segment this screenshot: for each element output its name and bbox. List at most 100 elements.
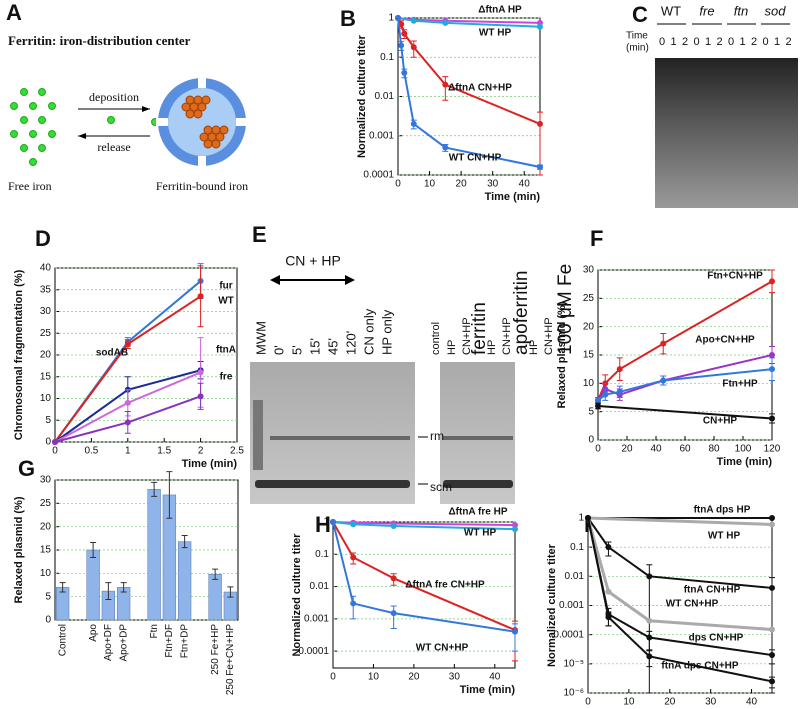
data-point — [646, 573, 653, 580]
group-label: apoferritin — [511, 271, 532, 356]
series-label: WT CN+HP — [449, 153, 502, 164]
series-label: WT — [218, 296, 234, 307]
lane-label: 2 — [751, 36, 757, 48]
series-label: Apo+CN+HP — [695, 335, 755, 346]
x-tick-label: 120 — [764, 444, 781, 455]
strain-label: sod — [765, 3, 787, 18]
data-point — [595, 403, 601, 409]
lane-label: 2 — [785, 36, 791, 48]
diagram-title: Ferritin: iron-distribution center — [8, 33, 191, 48]
lane-label: 2 — [682, 36, 688, 48]
treatment-label: CN + HP — [285, 253, 341, 269]
band-label: scm — [430, 480, 452, 494]
series-line — [332, 521, 516, 631]
series-label: ΔftnA HP — [478, 5, 522, 16]
bar — [177, 541, 192, 621]
y-tick-label: 40 — [40, 263, 52, 274]
x-axis-label: Time (min) — [485, 191, 541, 203]
y-tick-label: 0.001 — [304, 613, 329, 624]
lane-label: HP only — [379, 309, 394, 355]
x-tick-label: 0.5 — [84, 446, 98, 457]
data-point — [585, 515, 591, 521]
x-tick-label: 10 — [424, 179, 436, 190]
lane-label: 1 — [739, 36, 745, 48]
lane-label: CN+HP — [461, 317, 473, 355]
x-axis-label: Time (min) — [460, 684, 516, 696]
data-point — [410, 17, 417, 24]
panel-letter: B — [340, 6, 356, 31]
x-tick-label: 1.5 — [157, 446, 171, 457]
data-point — [390, 523, 397, 530]
y-axis-label: Chromosomal fragmentation (%) — [13, 269, 25, 440]
series-label: WT HP — [464, 528, 497, 539]
y-tick-label: 5 — [588, 406, 594, 417]
data-point — [769, 584, 775, 591]
arrow-label: deposition — [89, 90, 139, 104]
y-tick-label: 0.001 — [559, 600, 584, 611]
y-tick-label: 15 — [40, 545, 52, 556]
series-line — [597, 405, 773, 420]
y-tick-label: 0.01 — [565, 571, 585, 582]
gel-bands — [253, 400, 513, 488]
x-tick-label: 0 — [585, 697, 591, 708]
free-iron — [10, 88, 159, 166]
x-axis-label: Time (min) — [717, 456, 773, 468]
data-point — [646, 634, 653, 641]
data-point — [769, 415, 775, 422]
x-tick-label: 100 — [735, 444, 752, 455]
data-point — [769, 515, 775, 521]
x-tick-label: 60 — [679, 444, 691, 455]
bar — [86, 549, 100, 621]
x-tick-label: 40 — [519, 179, 531, 190]
error-bar — [90, 542, 97, 558]
y-tick-label: 15 — [40, 371, 52, 382]
x-tick-label: 20 — [664, 697, 676, 708]
y-tick-label: 20 — [40, 350, 52, 361]
panel-letter: G — [18, 456, 35, 481]
y-tick-label: 10 — [583, 378, 595, 389]
y-tick-label: 0.1 — [380, 52, 394, 63]
x-tick-label: 30 — [449, 672, 461, 683]
y-axis-label: Normalized culture titer — [291, 533, 303, 657]
x-tick-label: 30 — [705, 697, 717, 708]
data-point — [390, 575, 397, 582]
series-label: ftnA — [216, 345, 236, 356]
x-tick-label: Ftn — [149, 624, 160, 638]
x-tick-label: 20 — [408, 672, 420, 683]
y-tick-label: 0 — [45, 437, 51, 448]
data-point — [605, 544, 612, 551]
panel-letter: D — [35, 226, 51, 251]
x-tick-label: 2 — [198, 446, 204, 457]
strain-label: fre — [699, 3, 714, 18]
series-label: ftnA dps CN+HP — [661, 661, 738, 672]
x-axis-label: Time (min) — [182, 458, 238, 470]
lane-label: 120' — [343, 331, 358, 355]
y-tick-label: 0 — [45, 615, 51, 626]
caption: Free iron — [8, 179, 52, 193]
data-point — [769, 278, 775, 285]
data-point — [330, 519, 336, 525]
data-point — [442, 81, 449, 88]
x-tick-label: 1 — [125, 446, 131, 457]
series-line — [397, 17, 541, 168]
y-tick-label: 0.01 — [310, 581, 330, 592]
error-bar — [151, 481, 158, 497]
lane-label: 2 — [716, 36, 722, 48]
iron-core — [181, 95, 229, 149]
y-tick-label: 25 — [583, 293, 595, 304]
x-tick-label: 40 — [746, 697, 758, 708]
error-bar — [120, 582, 127, 593]
data-point — [646, 617, 653, 624]
panel-letter: E — [252, 222, 267, 247]
series-line — [587, 516, 773, 526]
x-tick-label: 20 — [456, 179, 468, 190]
y-tick-label: 30 — [40, 475, 52, 486]
y-tick-label: 0.1 — [570, 542, 584, 553]
data-point — [595, 397, 601, 404]
series-line — [587, 517, 773, 683]
series-line — [332, 521, 516, 633]
data-point — [390, 610, 397, 617]
data-point — [769, 352, 775, 358]
x-tick-label: 250 Fe+CN+HP — [225, 624, 236, 695]
